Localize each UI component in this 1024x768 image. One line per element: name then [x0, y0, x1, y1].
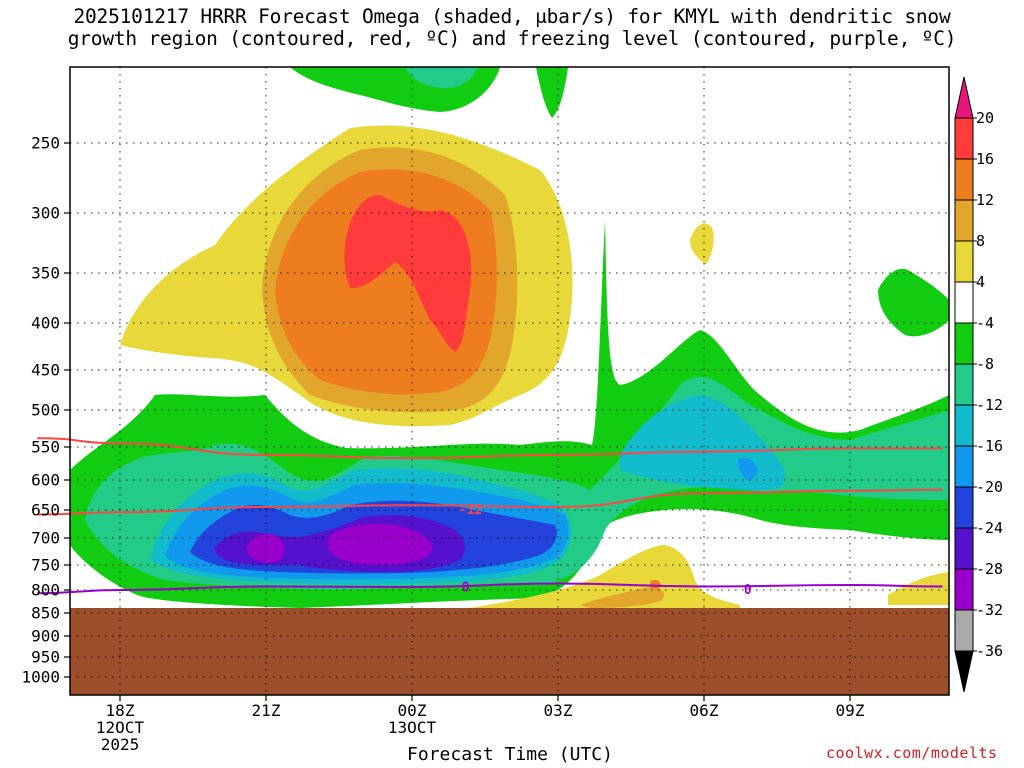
colorbar-label: 8 [976, 232, 985, 250]
chart-title-line2: growth region (contoured, red, ºC) and f… [67, 27, 957, 50]
colorbar-label: -20 [976, 478, 1003, 496]
contour-freezing-level [37, 582, 943, 595]
colorbar-swatch [954, 609, 974, 652]
credit-link[interactable]: coolwx.com/modelts [826, 744, 998, 762]
x-axis-label: Forecast Time (UTC) [407, 744, 613, 765]
colorbar-swatch [954, 527, 974, 570]
omega-region-red-upper [344, 195, 472, 352]
colorbar-swatch [954, 445, 974, 488]
colorbar-swatch [954, 281, 974, 324]
colorbar-swatch [954, 404, 974, 447]
colorbar-label: -4 [976, 314, 994, 332]
colorbar-swatch [954, 199, 974, 242]
y-tick-label: 250 [31, 134, 60, 153]
y-tick-label: 750 [31, 556, 60, 575]
x-tick-label: 18Z [106, 701, 135, 720]
y-tick-label: 600 [31, 471, 60, 490]
y-tick-label: 700 [31, 529, 60, 548]
x-tick-date: 12OCT [96, 718, 145, 737]
contour-layer: -12 0 0 [37, 437, 943, 598]
colorbar-swatch [954, 158, 974, 201]
x-tick-year: 2025 [101, 735, 140, 754]
y-tick-label: 900 [31, 627, 60, 646]
colorbar-label: 12 [976, 191, 994, 209]
colorbar-arrow-top [954, 76, 974, 119]
y-tick-label: 400 [31, 314, 60, 333]
colorbar: 20 16 12 8 4 -4 -8 -12 -16 -20 -24 -28 -32 -36 [954, 76, 1003, 693]
colorbar-swatch [954, 240, 974, 283]
omega-region-yellow-small [690, 223, 714, 265]
x-tick-date: 13OCT [388, 718, 437, 737]
omega-region-teal-top [405, 67, 478, 89]
contour-label: -12 [459, 503, 482, 518]
y-tick-label: 300 [31, 204, 60, 223]
chart-title: 2025101217 HRRR Forecast Omega (shaded, … [0, 6, 1024, 50]
y-axis: 250 300 350 400 450 500 550 600 650 700 750 800 850 9… [21, 134, 70, 687]
x-tick-label: 06Z [690, 701, 719, 720]
y-tick-label: 550 [31, 438, 60, 457]
ground-below-surface [70, 608, 949, 695]
y-tick-label: 850 [31, 604, 60, 623]
omega-region-violet-lower [246, 523, 433, 565]
colorbar-label: 4 [976, 273, 985, 291]
plot-frame [69, 66, 950, 696]
y-tick-label: 500 [31, 401, 60, 420]
colorbar-label: 16 [976, 150, 994, 168]
colorbar-swatch [954, 322, 974, 365]
colorbar-swatch [954, 117, 974, 160]
colorbar-label: -24 [976, 519, 1003, 537]
colorbar-label: -12 [976, 396, 1003, 414]
omega-region-green-spike [536, 67, 568, 118]
y-tick-label: 800 [31, 581, 60, 600]
colorbar-label: -32 [976, 601, 1003, 619]
colorbar-arrow-bottom [954, 650, 974, 693]
x-tick-label: 09Z [836, 701, 865, 720]
colorbar-label: -36 [976, 642, 1003, 660]
y-tick-label: 350 [31, 264, 60, 283]
contour-dendritic-growth-upper [37, 437, 943, 460]
colorbar-label: 20 [976, 109, 994, 127]
x-tick-label: 03Z [544, 701, 573, 720]
omega-shading [70, 67, 949, 695]
x-tick-label: 00Z [398, 701, 427, 720]
omega-region-yellow-lower [470, 545, 949, 610]
colorbar-swatch [954, 568, 974, 611]
contour-dendritic-growth-lower [37, 488, 943, 516]
colorbar-label: -8 [976, 355, 994, 373]
y-tick-label: 650 [31, 501, 60, 520]
contour-label: 0 [462, 581, 470, 596]
y-tick-label: 1000 [21, 668, 60, 687]
colorbar-swatch [954, 363, 974, 406]
omega-region-green-right-blob [878, 268, 949, 337]
colorbar-label: -16 [976, 437, 1003, 455]
y-tick-label: 950 [31, 648, 60, 667]
y-tick-label: 450 [31, 361, 60, 380]
colorbar-swatch [954, 486, 974, 529]
omega-region-gold-lower [580, 587, 665, 608]
x-tick-label: 21Z [252, 701, 281, 720]
contour-label: 0 [744, 583, 752, 598]
chart-title-line1: 2025101217 HRRR Forecast Omega (shaded, … [73, 5, 951, 28]
colorbar-label: -28 [976, 560, 1003, 578]
